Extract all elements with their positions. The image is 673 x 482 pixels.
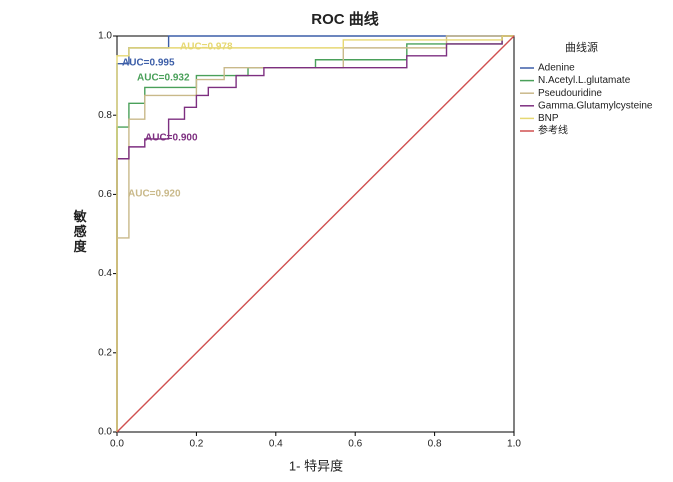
x-tick-label: 1.0 <box>507 439 521 450</box>
auc-annotation: AUC=0.978 <box>180 42 233 53</box>
x-tick-label: 0.0 <box>110 439 124 450</box>
legend-label: Adenine <box>538 63 575 74</box>
legend-label: BNP <box>538 113 559 124</box>
legend-label: N.Acetyl.L.glutamate <box>538 75 631 86</box>
auc-annotation: AUC=0.900 <box>145 133 198 144</box>
y-axis-title: 敏感度 <box>72 209 88 255</box>
y-tick-label: 0.0 <box>98 427 112 438</box>
x-tick-label: 0.4 <box>269 439 283 450</box>
roc-line <box>116 35 514 432</box>
y-tick-label: 0.4 <box>98 268 112 279</box>
legend-title: 曲线源 <box>565 40 598 54</box>
legend-label: 参考线 <box>538 124 568 137</box>
y-tick-label: 1.0 <box>98 31 112 42</box>
legend-label: Gamma.Glutamylcysteine <box>538 100 653 111</box>
x-tick-label: 0.6 <box>348 439 362 450</box>
x-tick-label: 0.2 <box>189 439 203 450</box>
roc-line <box>116 35 515 433</box>
roc-line <box>116 35 514 432</box>
legend-label: Pseudouridine <box>538 88 602 99</box>
roc-line <box>116 35 514 432</box>
y-tick-label: 0.2 <box>98 347 112 358</box>
auc-annotation: AUC=0.995 <box>122 58 175 69</box>
auc-annotation: AUC=0.932 <box>137 73 190 84</box>
x-axis-title: 1- 特异度 <box>289 458 343 473</box>
chart-title: ROC 曲线 <box>311 10 379 28</box>
y-tick-label: 0.8 <box>98 110 112 121</box>
y-tick-label: 0.6 <box>98 189 112 200</box>
x-tick-label: 0.8 <box>428 439 442 450</box>
auc-annotation: AUC=0.920 <box>128 189 181 200</box>
